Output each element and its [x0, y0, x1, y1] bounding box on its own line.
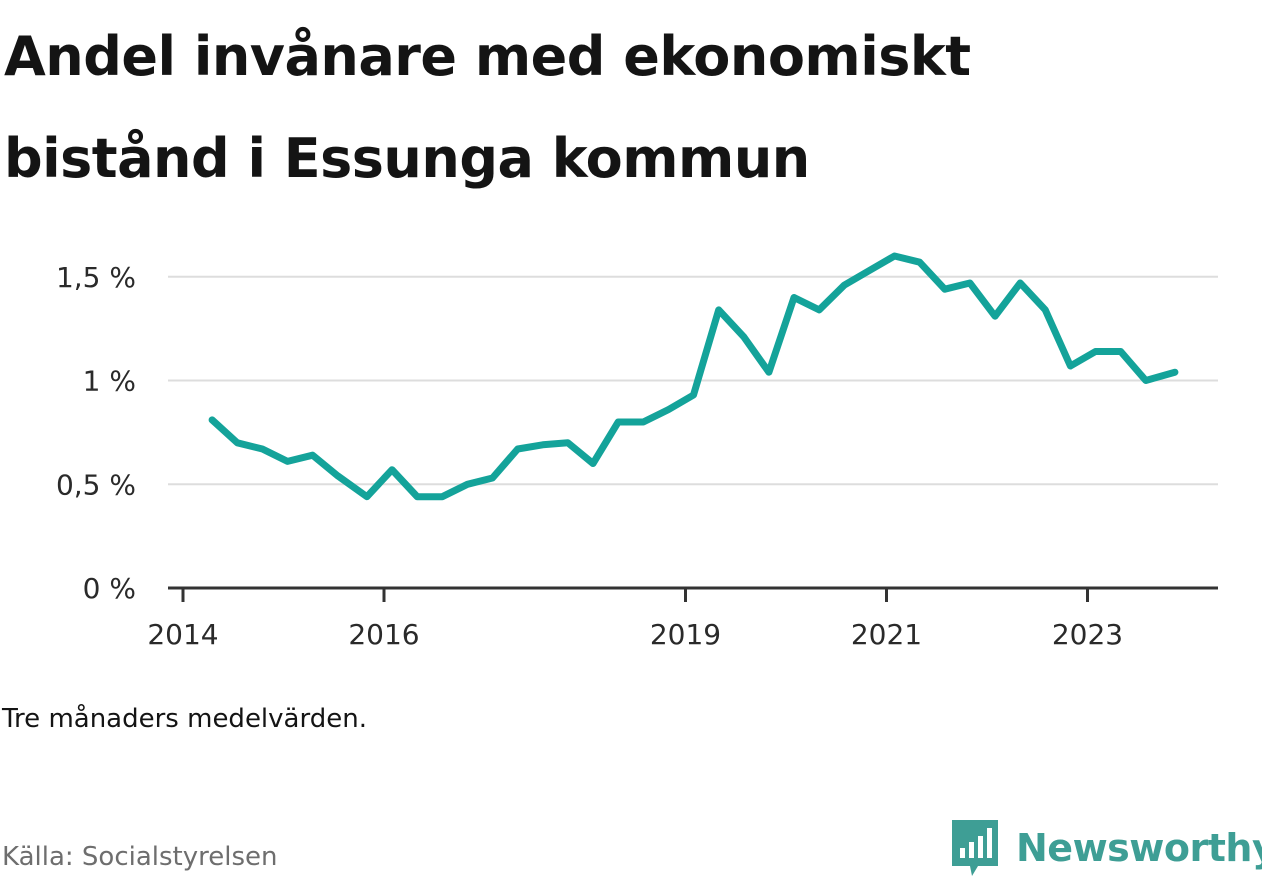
y-tick-label: 1,5 %	[56, 261, 136, 294]
x-tick-label: 2023	[1052, 618, 1123, 651]
brand-name: Newsworthy	[1016, 826, 1262, 870]
chart-title-line-1: Andel invånare med ekonomiskt	[4, 25, 971, 88]
series-line	[208, 252, 1179, 501]
x-tick-label: 2021	[851, 618, 922, 651]
x-tick-label: 2016	[348, 618, 419, 651]
x-tick-label: 2014	[147, 618, 218, 651]
y-tick-label: 0 %	[83, 572, 136, 605]
chart-title-line-2: bistånd i Essunga kommun	[4, 127, 810, 190]
y-tick-label: 0,5 %	[56, 468, 136, 501]
x-tick-label: 2019	[650, 618, 721, 651]
gridlines	[168, 275, 1218, 486]
y-axis-tick-labels: 0 % 0,5 % 1 % 1,5 %	[56, 261, 136, 605]
x-axis-ticks: 2014 2016 2019 2021 2023	[147, 588, 1123, 651]
newsworthy-logo-icon	[952, 820, 998, 876]
chart-note: Tre månaders medelvärden.	[2, 704, 367, 734]
chart-title: Andel invånare med ekonomiskt bistånd i E…	[4, 6, 1204, 210]
brand-logo: Newsworthy	[950, 818, 1262, 878]
y-tick-label: 1 %	[83, 365, 136, 398]
source-text: Källa: Socialstyrelsen	[2, 842, 278, 872]
